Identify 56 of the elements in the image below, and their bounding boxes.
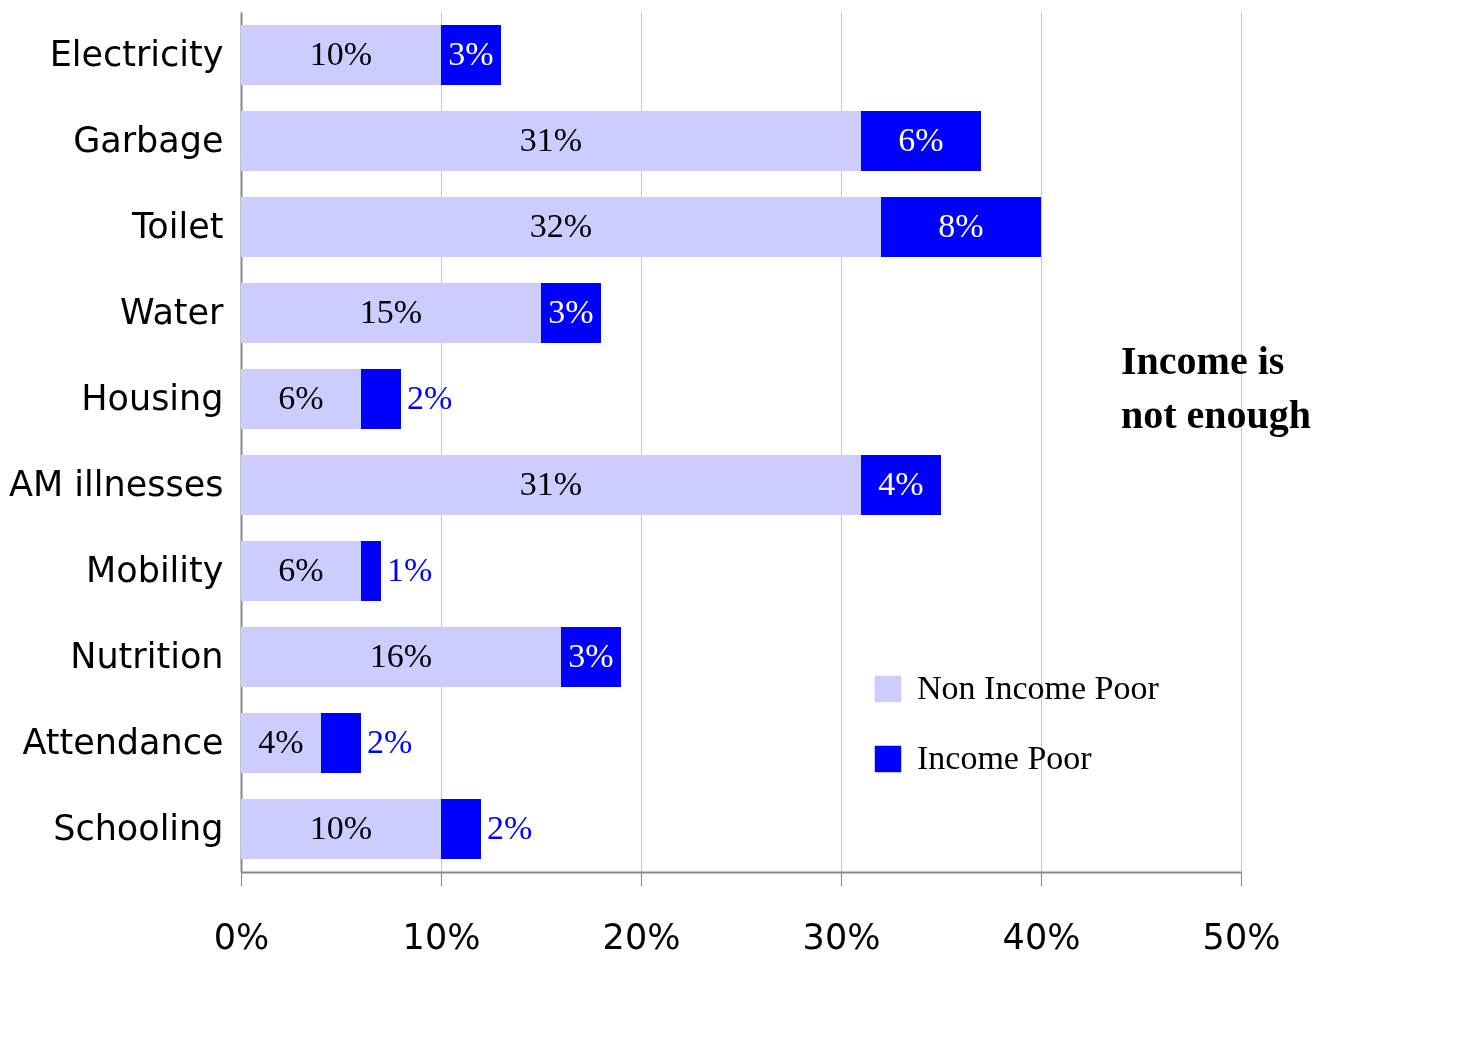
data-label: 31% [519, 121, 583, 158]
y-tick-label: Schooling [53, 808, 224, 848]
bar [241, 798, 441, 860]
y-tick-label: Housing [81, 378, 224, 418]
bar [241, 626, 561, 688]
data-label: 8% [938, 207, 984, 244]
data-label: 31% [519, 465, 583, 502]
y-tick-label: Water [120, 292, 225, 332]
data-label: 2% [367, 723, 413, 760]
bar [241, 110, 861, 172]
bar [241, 368, 361, 430]
y-tick-label: Garbage [73, 120, 224, 160]
x-tick-label: 0% [213, 916, 270, 957]
y-tick-label: Attendance [22, 722, 224, 762]
data-label: 6% [278, 551, 324, 588]
legend-label: Non Income Poor [917, 669, 1160, 706]
x-tick-label: 50% [1202, 916, 1281, 957]
data-label: 6% [898, 121, 944, 158]
bar [441, 798, 481, 860]
y-tick-label: Mobility [86, 550, 224, 590]
y-tick-label: Nutrition [70, 636, 224, 676]
data-label: 3% [448, 35, 494, 72]
data-label: 10% [309, 809, 373, 846]
bar [861, 454, 941, 516]
y-tick-label: Toilet [130, 206, 224, 246]
y-tick-label: AM illnesses [9, 464, 224, 504]
bar [241, 282, 541, 344]
bar [881, 196, 1041, 258]
x-tick-label: 20% [602, 916, 681, 957]
data-label: 2% [407, 379, 453, 416]
data-label: 4% [878, 465, 924, 502]
bar [241, 712, 321, 774]
y-tick-label: Electricity [49, 34, 224, 74]
data-label: 3% [548, 293, 594, 330]
data-label: 2% [487, 809, 533, 846]
data-label: 6% [278, 379, 324, 416]
bar [361, 540, 381, 602]
x-tick-label: 10% [402, 916, 481, 957]
bar [361, 368, 401, 430]
data-label: 16% [369, 637, 433, 674]
legend-label: Income Poor [917, 739, 1093, 776]
x-tick-label: 40% [1002, 916, 1081, 957]
data-label: 32% [529, 207, 593, 244]
data-label: 3% [568, 637, 614, 674]
x-tick-label: 30% [802, 916, 881, 957]
bar [241, 24, 441, 86]
data-label: 10% [309, 35, 373, 72]
bar [241, 540, 361, 602]
bar [241, 454, 861, 516]
annotation: Income is not enough [1121, 338, 1312, 437]
data-label: 15% [359, 293, 423, 330]
data-label: 1% [387, 551, 433, 588]
bar [861, 110, 981, 172]
data-label: 4% [258, 723, 304, 760]
bar [241, 196, 881, 258]
bar [321, 712, 361, 774]
